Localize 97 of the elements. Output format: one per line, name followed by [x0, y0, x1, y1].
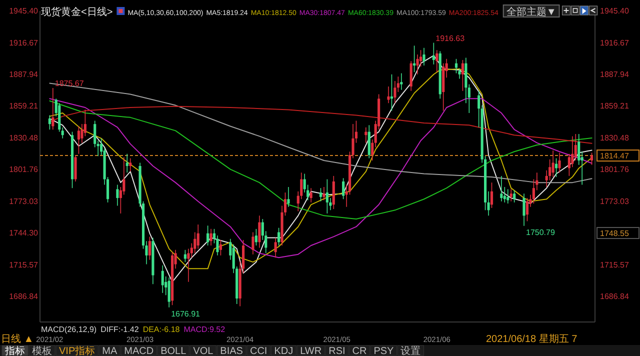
candlestick — [500, 176, 503, 202]
candlestick — [52, 88, 54, 130]
y-tick-label: 1830.48 — [9, 133, 39, 142]
candlestick — [436, 50, 438, 73]
text: 日线 ▲ — [1, 333, 34, 345]
y2-tick-label: 1830.48 — [600, 133, 630, 142]
candlestick — [522, 193, 526, 226]
candlestick — [558, 152, 561, 174]
text: BOLL — [160, 346, 187, 356]
y2-tick-label: 1773.03 — [600, 196, 630, 206]
candlestick — [387, 86, 390, 104]
y2-tick-label: 1686.84 — [600, 292, 630, 302]
text: MACD — [124, 346, 154, 356]
candlestick — [552, 150, 554, 178]
candlestick — [432, 42, 435, 65]
annotation: 全部主题▼ — [506, 6, 556, 18]
candlestick — [332, 176, 335, 210]
candlestick — [116, 184, 119, 206]
candlestick — [274, 237, 277, 258]
y-tick-label: 1686.84 — [9, 292, 39, 302]
candlestick — [77, 126, 80, 154]
y-tick-label: 1887.94 — [9, 70, 39, 79]
candlestick — [400, 72, 403, 90]
line-series — [49, 98, 592, 258]
y2-tick-label: 1801.76 — [600, 165, 630, 174]
candlestick — [410, 60, 412, 92]
text: VIP指标 — [59, 345, 96, 356]
text: DIFF:-1.42 — [100, 325, 140, 334]
candlestick — [287, 186, 290, 208]
text: CCI — [250, 346, 268, 356]
text: BIAS — [220, 346, 244, 356]
y2-tick-label: 1945.40 — [600, 6, 630, 16]
candlestick — [416, 54, 419, 75]
candlestick — [510, 188, 512, 202]
candlestick — [206, 225, 210, 246]
y-tick-label: 1945.40 — [9, 6, 39, 16]
candlestick — [319, 188, 322, 202]
candlestick — [461, 60, 464, 92]
text: RSI — [328, 346, 346, 356]
text: 2021/06/18 星期五 7 — [486, 333, 578, 345]
y-tick-label: 1916.67 — [9, 38, 39, 48]
candlestick — [168, 277, 170, 308]
y-tick-label: 1801.76 — [9, 165, 39, 174]
y-tick-label: 1744.30 — [9, 228, 39, 238]
annotation: 1875.67 — [54, 78, 84, 88]
text: VOL — [193, 346, 214, 356]
candlestick — [210, 228, 212, 246]
candlestick — [394, 80, 396, 104]
candlestick — [254, 228, 258, 246]
candlestick — [342, 178, 345, 200]
candlestick — [277, 227, 280, 246]
chart-title: 现货黄金<日线> — [41, 6, 113, 18]
y-tick-label: 1859.21 — [9, 102, 39, 111]
text: LWR — [300, 346, 322, 356]
line-series — [49, 106, 592, 144]
candlestick — [161, 264, 164, 294]
text: KDJ — [274, 346, 294, 356]
candlestick — [187, 248, 190, 282]
y2-tick-label: 1859.21 — [600, 102, 630, 111]
text: DEA:-6.18 — [142, 325, 180, 334]
text: PSY — [374, 346, 394, 356]
annotation: 1676.91 — [171, 309, 201, 318]
candlestick — [258, 215, 261, 248]
y2-tick-label: 1715.57 — [600, 260, 630, 270]
text: 指标 — [4, 345, 25, 356]
candlestick — [526, 198, 529, 222]
candlestick — [422, 47, 426, 66]
y-tick-label: 1715.57 — [9, 260, 39, 270]
candlestick — [196, 224, 200, 250]
candlestick — [129, 158, 132, 172]
candlestick — [74, 154, 77, 182]
line-series — [49, 100, 592, 220]
annotation: 1916.63 — [436, 34, 466, 43]
candlestick — [48, 114, 51, 130]
candlestick — [513, 190, 516, 203]
candlestick — [219, 240, 222, 256]
candlestick — [252, 232, 254, 255]
annotation: 1750.79 — [526, 228, 556, 237]
ref-line-label: 1814.47 — [600, 152, 630, 161]
text: MA — [102, 346, 118, 356]
candlestick — [490, 182, 494, 208]
candlestick — [590, 152, 594, 166]
candlestick — [310, 188, 312, 203]
text: MACD(26,12,9) — [41, 325, 97, 334]
y2-tick-label: 1887.94 — [600, 70, 630, 79]
text: MACD:9.52 — [184, 325, 226, 334]
candlestick — [126, 153, 128, 174]
y2-tick-label: 1916.67 — [600, 38, 630, 48]
text: 模板 — [32, 345, 52, 356]
candlestick — [326, 178, 328, 214]
candlestick — [368, 124, 370, 159]
y-tick-label: 1773.03 — [9, 196, 39, 206]
text: 设置 — [400, 345, 421, 356]
candlestick — [322, 186, 326, 201]
candlestick — [148, 236, 151, 260]
text: CR — [352, 346, 367, 356]
text: 1748.55 — [600, 229, 630, 238]
